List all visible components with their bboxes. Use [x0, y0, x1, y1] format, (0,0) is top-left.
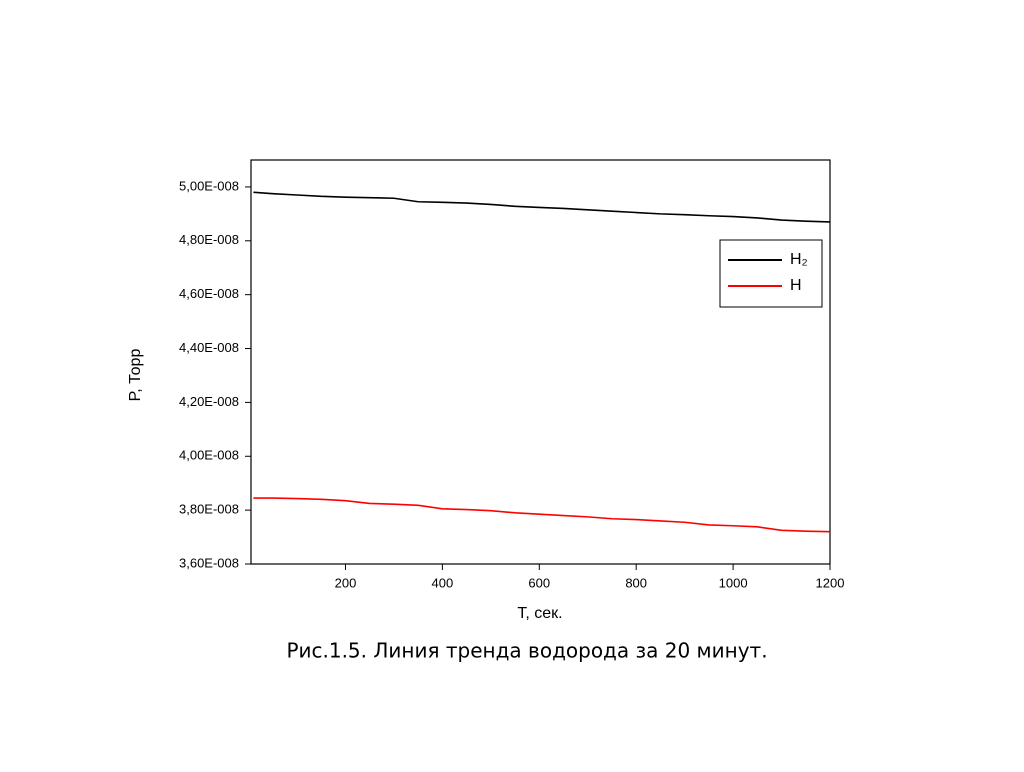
x-axis-label: T, сек.: [517, 605, 562, 622]
legend-label: H₂: [790, 251, 808, 268]
x-tick-label: 200: [335, 575, 357, 590]
caption: Рис.1.5. Линия тренда водорода за 20 мин…: [286, 639, 767, 663]
y-axis-label: P, Торр: [127, 349, 144, 402]
x-tick-label: 800: [625, 575, 647, 590]
series-line: [253, 497, 831, 533]
x-tick-label: 1000: [719, 575, 748, 590]
y-tick-label: 5,00E-008: [179, 178, 239, 193]
y-tick-label: 3,60E-008: [179, 555, 239, 570]
series-line: [253, 191, 831, 223]
y-tick-label: 4,20E-008: [179, 394, 239, 409]
y-tick-label: 4,80E-008: [179, 232, 239, 247]
plot-frame: [250, 159, 831, 565]
x-tick-label: 400: [432, 575, 454, 590]
y-tick-label: 3,80E-008: [179, 502, 239, 517]
y-tick-label: 4,40E-008: [179, 340, 239, 355]
x-tick-label: 600: [528, 575, 550, 590]
legend-label: H: [790, 277, 802, 294]
y-tick-label: 4,60E-008: [179, 286, 239, 301]
y-tick-label: 4,00E-008: [179, 448, 239, 463]
legend-box: [719, 239, 823, 308]
x-tick-label: 1200: [816, 575, 845, 590]
